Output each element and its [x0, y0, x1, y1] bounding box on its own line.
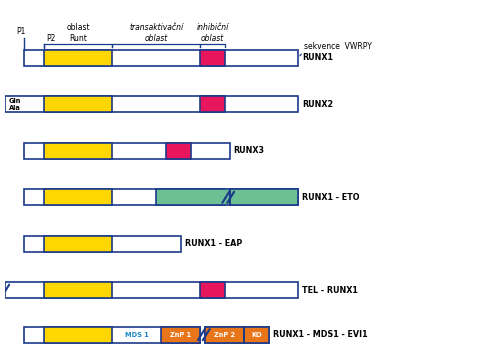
Text: inhibiční
oblast: inhibiční oblast [196, 23, 229, 43]
Bar [24, 189, 225, 205]
Bar [44, 327, 113, 342]
Bar [205, 327, 244, 342]
Bar [230, 189, 298, 205]
Bar [5, 282, 298, 298]
Bar [230, 189, 298, 205]
Text: RUNX1 - ETO: RUNX1 - ETO [302, 193, 360, 202]
Text: sekvence  VWRPY: sekvence VWRPY [304, 42, 372, 51]
Bar [200, 50, 225, 66]
Text: Gln
Ala: Gln Ala [8, 98, 21, 111]
Text: RUNX1 - EAP: RUNX1 - EAP [185, 239, 242, 248]
Bar [44, 96, 113, 112]
Bar [200, 282, 225, 298]
Bar [244, 327, 269, 342]
Bar [200, 96, 225, 112]
Text: P1: P1 [17, 27, 26, 36]
Bar [44, 143, 113, 159]
Bar [5, 96, 298, 112]
Bar [44, 236, 113, 252]
Text: transaktivační
oblast: transaktivační oblast [129, 23, 183, 43]
Bar [166, 143, 191, 159]
Text: RUNX3: RUNX3 [234, 146, 264, 155]
Text: ZnP 2: ZnP 2 [214, 332, 235, 337]
Bar [44, 189, 113, 205]
Text: RUNX1 - MDS1 - EVI1: RUNX1 - MDS1 - EVI1 [273, 330, 367, 339]
Text: ZnP 1: ZnP 1 [170, 332, 192, 337]
Bar [44, 282, 113, 298]
Bar [44, 236, 113, 252]
Bar [156, 189, 230, 205]
Bar [44, 50, 113, 66]
Bar [24, 327, 200, 342]
Bar [205, 327, 244, 342]
Text: RUNX1: RUNX1 [302, 53, 333, 62]
Bar [24, 143, 230, 159]
Bar [44, 96, 113, 112]
Bar [44, 327, 113, 342]
Text: MDS 1: MDS 1 [125, 332, 148, 337]
Bar [24, 50, 298, 66]
Text: KO: KO [251, 332, 262, 337]
Text: RUNX2: RUNX2 [302, 100, 333, 109]
Bar [205, 327, 269, 342]
Bar [44, 143, 113, 159]
Text: P2: P2 [46, 34, 55, 43]
Bar [200, 282, 225, 298]
Bar [44, 50, 113, 66]
Bar [44, 189, 113, 205]
Text: oblast
Runt: oblast Runt [66, 23, 90, 43]
Bar [161, 327, 200, 342]
Bar [244, 327, 269, 342]
Bar [161, 327, 200, 342]
Text: TEL - RUNX1: TEL - RUNX1 [302, 286, 358, 295]
Bar [166, 143, 191, 159]
Bar [156, 189, 230, 205]
Bar [44, 282, 113, 298]
Bar [200, 96, 225, 112]
Bar [230, 189, 298, 205]
Bar [200, 50, 225, 66]
Bar [24, 236, 181, 252]
